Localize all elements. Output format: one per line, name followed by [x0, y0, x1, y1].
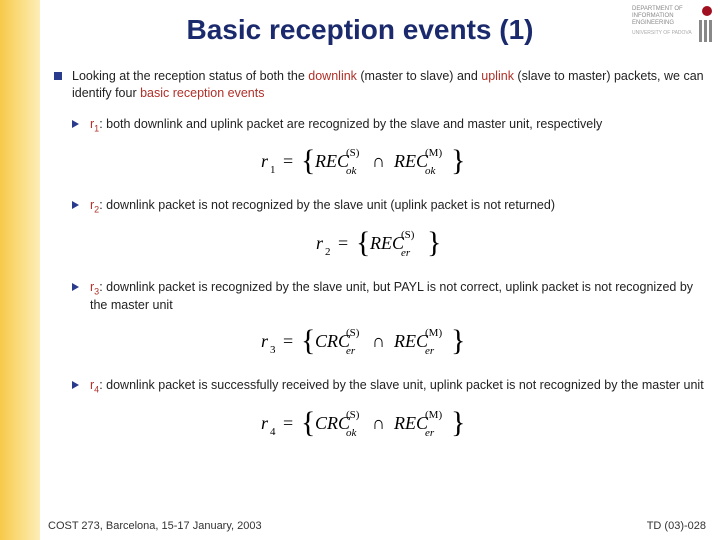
svg-text:er: er: [346, 345, 356, 357]
svg-text:{: {: [301, 324, 315, 357]
svg-text:(M): (M): [425, 409, 442, 421]
event-label: r2: [90, 198, 99, 212]
svg-text:ok: ok: [346, 165, 358, 177]
svg-text:}: }: [451, 324, 465, 357]
svg-text:(S): (S): [346, 409, 360, 421]
bullet-item: r1: both downlink and uplink packet are …: [54, 116, 704, 188]
lead-text: (master to slave) and: [357, 69, 481, 83]
event-text: : downlink packet is not recognized by t…: [99, 198, 555, 212]
footer-right: TD (03)-028: [647, 520, 706, 532]
lead-accent: basic reception events: [140, 86, 264, 100]
svg-text:(S): (S): [401, 229, 415, 241]
svg-text:r: r: [261, 331, 269, 351]
bullet-item: r4: downlink packet is successfully rece…: [54, 377, 704, 449]
svg-text:3: 3: [270, 344, 276, 356]
svg-text:1: 1: [270, 164, 276, 176]
svg-text:}: }: [451, 144, 465, 177]
lead-uplink: uplink: [481, 69, 514, 83]
svg-text:r: r: [261, 413, 269, 433]
event-label: r4: [90, 378, 99, 392]
svg-text:REC: REC: [393, 413, 429, 433]
svg-text:{: {: [356, 226, 370, 259]
formula-display: r4={CRC(S)ok∩REC(M)er}: [90, 404, 704, 449]
svg-text:(S): (S): [346, 327, 360, 339]
svg-text:=: =: [338, 233, 348, 253]
lead-text: Looking at the reception status of both …: [72, 69, 308, 83]
svg-text:∩: ∩: [372, 151, 385, 171]
svg-text:∩: ∩: [372, 413, 385, 433]
svg-text:(M): (M): [425, 327, 442, 339]
svg-text:REC: REC: [314, 151, 350, 171]
svg-text:{: {: [301, 144, 315, 177]
svg-text:}: }: [427, 226, 441, 259]
svg-text:4: 4: [270, 426, 276, 438]
svg-text:2: 2: [325, 246, 331, 258]
svg-text:∩: ∩: [372, 331, 385, 351]
event-text: : downlink packet is successfully receiv…: [99, 378, 703, 392]
svg-text:}: }: [451, 406, 465, 439]
svg-text:r: r: [261, 151, 269, 171]
triangle-bullet-icon: [72, 201, 79, 209]
formula-display: r3={CRC(S)er∩REC(M)er}: [90, 322, 704, 367]
svg-text:REC: REC: [369, 233, 405, 253]
left-gradient-band: [0, 0, 40, 540]
lead-downlink: downlink: [308, 69, 357, 83]
formula-display: r1={REC(S)ok∩REC(M)ok}: [90, 142, 704, 187]
svg-text:ok: ok: [425, 165, 437, 177]
svg-text:REC: REC: [393, 151, 429, 171]
svg-text:(M): (M): [425, 147, 442, 159]
footer-left: COST 273, Barcelona, 15-17 January, 2003: [48, 520, 262, 532]
svg-text:=: =: [283, 331, 293, 351]
event-label: r1: [90, 117, 99, 131]
triangle-bullet-icon: [72, 283, 79, 291]
svg-text:ok: ok: [346, 427, 358, 439]
event-text: : both downlink and uplink packet are re…: [99, 117, 602, 131]
triangle-bullet-icon: [72, 381, 79, 389]
event-label: r3: [90, 280, 99, 294]
slide-title: Basic reception events (1): [0, 14, 720, 46]
bullet-item: r3: downlink packet is recognized by the…: [54, 279, 704, 367]
svg-text:REC: REC: [393, 331, 429, 351]
slide-content: Looking at the reception status of both …: [54, 68, 704, 455]
lead-paragraph: Looking at the reception status of both …: [54, 68, 704, 102]
svg-text:r: r: [316, 233, 324, 253]
formula-display: r2 = {REC(S) er}: [90, 224, 704, 269]
svg-text:er: er: [401, 247, 411, 259]
svg-text:er: er: [425, 345, 435, 357]
svg-text:(S): (S): [346, 147, 360, 159]
event-text: : downlink packet is recognized by the s…: [90, 280, 693, 313]
svg-text:=: =: [283, 151, 293, 171]
square-bullet-icon: [54, 72, 62, 80]
svg-text:er: er: [425, 427, 435, 439]
svg-text:=: =: [283, 413, 293, 433]
triangle-bullet-icon: [72, 120, 79, 128]
slide-footer: COST 273, Barcelona, 15-17 January, 2003…: [48, 520, 706, 532]
bullet-item: r2: downlink packet is not recognized by…: [54, 197, 704, 269]
svg-text:{: {: [301, 406, 315, 439]
logo-line: DEPARTMENT OF: [632, 6, 710, 13]
